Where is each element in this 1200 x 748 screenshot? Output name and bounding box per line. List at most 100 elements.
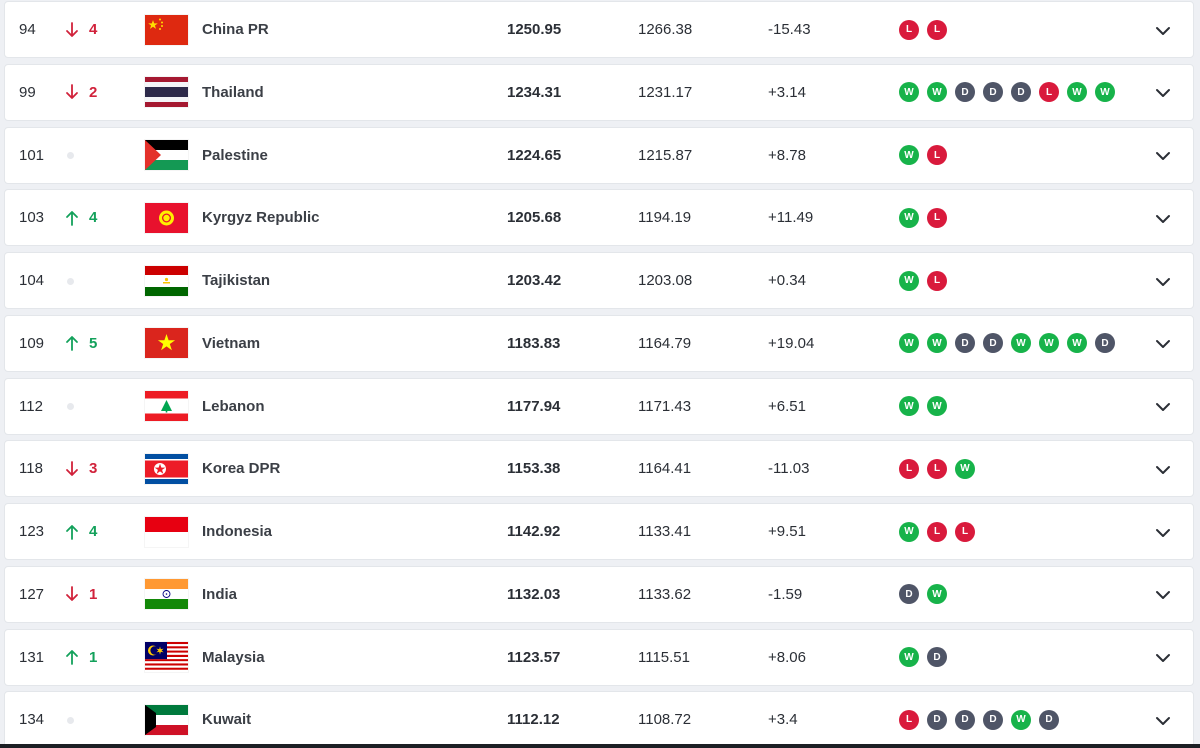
flag-icon bbox=[145, 140, 188, 170]
arrow-up-icon bbox=[65, 524, 79, 540]
form-badge-L[interactable]: L bbox=[927, 207, 947, 228]
team-name[interactable]: Kuwait bbox=[202, 711, 252, 729]
movement-count: 1 bbox=[89, 648, 98, 666]
form-badge-D[interactable]: D bbox=[955, 82, 975, 103]
form-badge-D[interactable]: D bbox=[1095, 333, 1115, 354]
form-badge-D[interactable]: D bbox=[955, 709, 975, 730]
form-badge-W[interactable]: W bbox=[927, 396, 947, 416]
form-badge-W[interactable]: W bbox=[899, 270, 919, 291]
table-row[interactable]: 118 3 Korea DPR 1153.38 1164.41 -11.03 L L W bbox=[4, 440, 1194, 498]
total-points: 1183.83 bbox=[507, 334, 561, 352]
chevron-down-icon[interactable] bbox=[1155, 337, 1171, 349]
rank: 101 bbox=[19, 146, 45, 164]
form-badge-W[interactable]: W bbox=[899, 396, 919, 416]
chevron-down-icon[interactable] bbox=[1155, 588, 1171, 600]
movement-count: 4 bbox=[89, 209, 98, 227]
form-badge-W[interactable]: W bbox=[955, 458, 975, 479]
form-badge-L[interactable]: L bbox=[955, 521, 975, 542]
table-row[interactable]: 123 4 Indonesia 1142.92 1133.41 +9.51 W L L bbox=[4, 503, 1194, 560]
form-badge-W[interactable]: W bbox=[1095, 82, 1115, 103]
table-row[interactable]: 99 2 Thailand 1234.31 1231.17 +3.14 W W D D D L W W bbox=[4, 63, 1194, 121]
form-badge-W[interactable]: W bbox=[899, 521, 919, 542]
total-points: 1132.03 bbox=[507, 585, 561, 603]
team-name[interactable]: India bbox=[202, 585, 238, 603]
form-badge-W[interactable]: W bbox=[899, 207, 919, 228]
form-badge-L[interactable]: L bbox=[927, 521, 947, 542]
table-row[interactable]: 131 1 Malaysia 1123.57 1115.51 +8.06 W D bbox=[4, 628, 1194, 686]
chevron-down-icon[interactable] bbox=[1155, 463, 1171, 475]
form-badge-L[interactable]: L bbox=[899, 458, 919, 479]
total-points: 1123.57 bbox=[507, 648, 561, 666]
team-name[interactable]: Indonesia bbox=[202, 523, 273, 540]
form-badge-L[interactable]: L bbox=[1039, 82, 1059, 103]
team-name[interactable]: Palestine bbox=[202, 146, 268, 164]
table-row[interactable]: 104 Tajikistan 1203.42 1203.08 +0.34 W L bbox=[4, 252, 1194, 309]
form-badge-D[interactable]: D bbox=[927, 647, 947, 667]
team-name[interactable]: Vietnam bbox=[202, 334, 261, 352]
table-row[interactable]: 109 5 Vietnam 1183.83 1164.79 +19.04 W W D D W W W D bbox=[4, 314, 1194, 372]
chevron-down-icon[interactable] bbox=[1155, 714, 1171, 726]
form-badge-W[interactable]: W bbox=[899, 82, 919, 103]
form-badge-L[interactable]: L bbox=[927, 270, 947, 291]
form-badge-W[interactable]: W bbox=[1067, 82, 1087, 103]
form-badge-D[interactable]: D bbox=[899, 584, 919, 605]
points-change: +6.51 bbox=[768, 397, 806, 415]
form-badge-W[interactable]: W bbox=[927, 333, 947, 354]
form-badge-W[interactable]: W bbox=[899, 647, 919, 667]
form-badge-D[interactable]: D bbox=[1039, 709, 1059, 730]
team-name[interactable]: Kyrgyz Republic bbox=[202, 209, 320, 227]
chevron-down-icon[interactable] bbox=[1155, 86, 1171, 98]
chevron-down-icon[interactable] bbox=[1155, 212, 1171, 224]
team-name[interactable]: Malaysia bbox=[202, 648, 265, 666]
total-points: 1205.68 bbox=[507, 209, 562, 227]
points-change: +11.49 bbox=[768, 209, 814, 227]
form-badge-W[interactable]: W bbox=[1011, 333, 1031, 354]
form-badge-W[interactable]: W bbox=[1011, 709, 1031, 730]
form-badge-W[interactable]: W bbox=[927, 584, 947, 605]
form-badge-L[interactable]: L bbox=[927, 19, 947, 40]
form-badge-D[interactable]: D bbox=[1011, 82, 1031, 103]
form-badge-L[interactable]: L bbox=[927, 145, 947, 165]
total-points: 1142.92 bbox=[507, 523, 561, 540]
no-change-dot bbox=[67, 277, 74, 285]
chevron-down-icon[interactable] bbox=[1155, 149, 1171, 161]
form-badge-L[interactable]: L bbox=[927, 458, 947, 479]
form-badge-W[interactable]: W bbox=[927, 82, 947, 103]
table-row[interactable]: 103 4 Kyrgyz Republic 1205.68 1194.19 +11.49 W… bbox=[4, 189, 1194, 247]
table-row[interactable]: 112 Lebanon 1177.94 1171.43 +6.51 W W bbox=[4, 377, 1194, 435]
form-badge-W[interactable]: W bbox=[899, 145, 919, 165]
flag-icon bbox=[145, 202, 188, 233]
form-badge-W[interactable]: W bbox=[1067, 333, 1087, 354]
arrow-down-icon bbox=[65, 586, 79, 602]
team-name[interactable]: Tajikistan bbox=[202, 272, 271, 289]
rank: 104 bbox=[19, 272, 45, 289]
arrow-up-icon bbox=[65, 649, 79, 665]
table-row[interactable]: 127 1 India 1132.03 1133.62 -1.59 D W bbox=[4, 565, 1194, 623]
team-name[interactable]: China PR bbox=[202, 21, 269, 38]
team-name[interactable]: Korea DPR bbox=[202, 460, 281, 478]
form-badge-D[interactable]: D bbox=[983, 82, 1003, 103]
form-badge-L[interactable]: L bbox=[899, 19, 919, 40]
chevron-down-icon[interactable] bbox=[1155, 24, 1171, 36]
table-row[interactable]: 94 4 China PR 1250.95 1266.38 -15.43 L L bbox=[4, 1, 1194, 58]
form-badge-W[interactable]: W bbox=[899, 333, 919, 354]
form-badge-D[interactable]: D bbox=[927, 709, 947, 730]
form-badge-D[interactable]: D bbox=[983, 333, 1003, 354]
table-row[interactable]: 134 Kuwait 1112.12 1108.72 +3.4 L D D D W D bbox=[4, 691, 1194, 748]
team-name[interactable]: Thailand bbox=[202, 83, 264, 101]
no-change-dot bbox=[67, 403, 74, 410]
chevron-down-icon[interactable] bbox=[1155, 526, 1171, 538]
form-badge-L[interactable]: L bbox=[899, 709, 919, 730]
chevron-down-icon[interactable] bbox=[1155, 651, 1171, 663]
previous-points: 1108.72 bbox=[638, 711, 692, 729]
form-badge-D[interactable]: D bbox=[983, 709, 1003, 730]
chevron-down-icon[interactable] bbox=[1155, 275, 1171, 287]
form-badge-W[interactable]: W bbox=[1039, 333, 1059, 354]
table-row[interactable]: 101 Palestine 1224.65 1215.87 +8.78 W L bbox=[4, 126, 1194, 184]
flag-icon bbox=[145, 453, 188, 484]
team-name[interactable]: Lebanon bbox=[202, 397, 265, 415]
form-badge-D[interactable]: D bbox=[955, 333, 975, 354]
movement-count: 3 bbox=[89, 460, 98, 478]
chevron-down-icon[interactable] bbox=[1155, 400, 1171, 412]
